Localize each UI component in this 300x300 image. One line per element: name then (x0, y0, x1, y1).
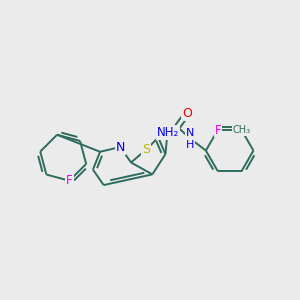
Text: NH₂: NH₂ (157, 126, 179, 139)
Text: N
H: N H (186, 128, 195, 149)
Text: CH₃: CH₃ (232, 125, 250, 135)
Text: N: N (116, 140, 125, 154)
Text: S: S (142, 143, 150, 156)
Text: F: F (214, 124, 221, 136)
Text: O: O (182, 107, 192, 120)
Text: F: F (66, 174, 73, 187)
